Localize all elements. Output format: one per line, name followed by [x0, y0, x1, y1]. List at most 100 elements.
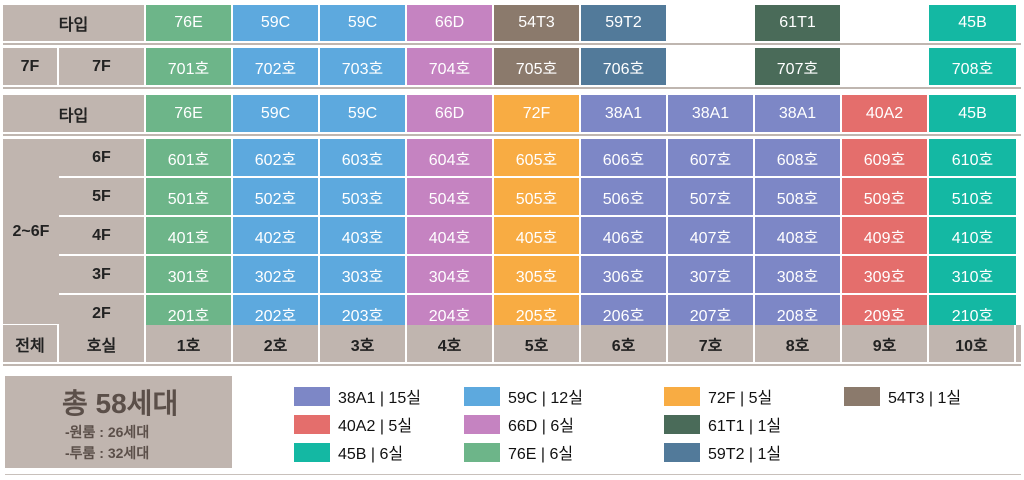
unit-cell: 507호	[668, 178, 755, 215]
unit-cell: 704호	[407, 48, 494, 85]
unit-cell: 309호	[842, 256, 929, 293]
divider	[3, 43, 1021, 45]
line-cell: 8호	[755, 325, 842, 362]
unit-cell: 401호	[146, 217, 233, 254]
legend-label: 45B | 6실	[338, 446, 404, 463]
unit-cell: 605호	[494, 139, 581, 176]
line-cell: 3호	[320, 325, 407, 362]
line-cell: 7호	[668, 325, 755, 362]
type-cell: 59C	[320, 5, 407, 41]
unit-cell: 409호	[842, 217, 929, 254]
unit-cell: 410호	[929, 217, 1016, 254]
floor-row: 6F 601호 602호 603호 604호 605호 606호 607호 608호 609호 61…	[59, 139, 1021, 178]
type-cell: 72F	[494, 95, 581, 132]
unit-cell: 303호	[320, 256, 407, 293]
type-cell: 54T3	[494, 5, 581, 41]
divider	[3, 364, 1021, 366]
unit-cell: 503호	[320, 178, 407, 215]
unit-cell: 705호	[494, 48, 581, 85]
unit-cell: 703호	[320, 48, 407, 85]
legend-label: 61T1 | 1실	[708, 418, 782, 435]
type-cell	[668, 5, 755, 41]
type-cell	[842, 5, 929, 41]
legend-label: 72F | 5실	[708, 390, 773, 407]
unit-cell: 402호	[233, 217, 320, 254]
type-cell: 59C	[233, 95, 320, 132]
unit-cell: 404호	[407, 217, 494, 254]
divider	[3, 87, 1021, 89]
legend-swatch	[294, 414, 330, 434]
floor-label: 7F	[59, 48, 146, 85]
unit-cell: 702호	[233, 48, 320, 85]
legend-label: 40A2 | 5실	[338, 418, 413, 435]
unit-cell	[668, 48, 755, 85]
summary-box: 총 58세대 -원룸 : 26세대 -투룸 : 32세대	[5, 376, 232, 468]
unit-cell: 506호	[581, 178, 668, 215]
unit-cell: 608호	[755, 139, 842, 176]
legend-swatch	[294, 386, 330, 406]
unit-cell: 603호	[320, 139, 407, 176]
type-cell: 76E	[146, 95, 233, 132]
legend-label: 59T2 | 1실	[708, 446, 782, 463]
type-cell: 59T2	[581, 5, 668, 41]
total-label: 전체	[3, 325, 59, 362]
legend-item: 38A1 | 15실	[294, 384, 421, 408]
line-cell: 5호	[494, 325, 581, 362]
unit-cell: 307호	[668, 256, 755, 293]
unit-cell: 508호	[755, 178, 842, 215]
main-type-cells: 76E 59C 59C 66D 72F 38A1 38A1 38A1 40A2 45B	[146, 95, 1016, 132]
type-cell: 38A1	[755, 95, 842, 132]
legend-item: 61T1 | 1실	[664, 412, 781, 436]
legend-item: 76E | 6실	[464, 440, 573, 464]
top-unit-cells: 701호 702호 703호 704호 705호 706호 707호 708호	[146, 48, 1016, 85]
floor-label: 4F	[59, 217, 146, 254]
legend-item: 59T2 | 1실	[664, 440, 781, 464]
unit-cell: 407호	[668, 217, 755, 254]
floor-row: 3F 301호 302호 303호 304호 305호 306호 307호 308호 309호 31…	[59, 256, 1021, 295]
unit-cell: 606호	[581, 139, 668, 176]
unit-cell: 706호	[581, 48, 668, 85]
type-cell: 66D	[407, 5, 494, 41]
line-row: 전체 호실 1호 2호 3호 4호 5호 6호 7호 8호 9호 10호	[3, 325, 1021, 362]
type-cell: 45B	[929, 95, 1016, 132]
floor-row: 5F 501호 502호 503호 504호 505호 506호 507호 508호 509호 51…	[59, 178, 1021, 217]
type-cell: 38A1	[581, 95, 668, 132]
unit-cell: 609호	[842, 139, 929, 176]
unit-cell	[842, 48, 929, 85]
summary-two-room: -투룸 : 32세대	[65, 445, 150, 461]
unit-cell: 505호	[494, 178, 581, 215]
unit-cell: 502호	[233, 178, 320, 215]
unit-cell: 708호	[929, 48, 1016, 85]
summary-studio: -원룸 : 26세대	[65, 424, 150, 440]
legend-label: 38A1 | 15실	[338, 390, 421, 407]
unit-cell: 701호	[146, 48, 233, 85]
floor-group-label: 2~6F	[3, 139, 59, 324]
unit-grid: 6F 601호 602호 603호 604호 605호 606호 607호 608호 609호 61…	[59, 139, 1021, 334]
line-cells: 1호 2호 3호 4호 5호 6호 7호 8호 9호 10호	[146, 325, 1016, 362]
line-cell: 1호	[146, 325, 233, 362]
legend-label: 66D | 6실	[508, 418, 575, 435]
legend-item: 66D | 6실	[464, 412, 574, 436]
unit-cell: 301호	[146, 256, 233, 293]
legend-item: 54T3 | 1실	[844, 384, 961, 408]
floor-label: 3F	[59, 256, 146, 293]
line-cell: 2호	[233, 325, 320, 362]
floor-row: 4F 401호 402호 403호 404호 405호 406호 407호 408호 409호 41…	[59, 217, 1021, 256]
legend-swatch	[464, 414, 500, 434]
legend-item: 40A2 | 5실	[294, 412, 412, 436]
unit-cell: 604호	[407, 139, 494, 176]
type-cell: 76E	[146, 5, 233, 41]
line-cell: 4호	[407, 325, 494, 362]
type-cell: 59C	[233, 5, 320, 41]
unit-cell: 405호	[494, 217, 581, 254]
room-label: 호실	[59, 325, 146, 362]
legend-label: 59C | 12실	[508, 390, 583, 407]
divider	[3, 134, 1021, 136]
type-cell: 45B	[929, 5, 1016, 41]
unit-cell: 302호	[233, 256, 320, 293]
unit-cell: 308호	[755, 256, 842, 293]
type-cell: 40A2	[842, 95, 929, 132]
unit-cell: 610호	[929, 139, 1016, 176]
line-cell: 6호	[581, 325, 668, 362]
unit-cell: 602호	[233, 139, 320, 176]
